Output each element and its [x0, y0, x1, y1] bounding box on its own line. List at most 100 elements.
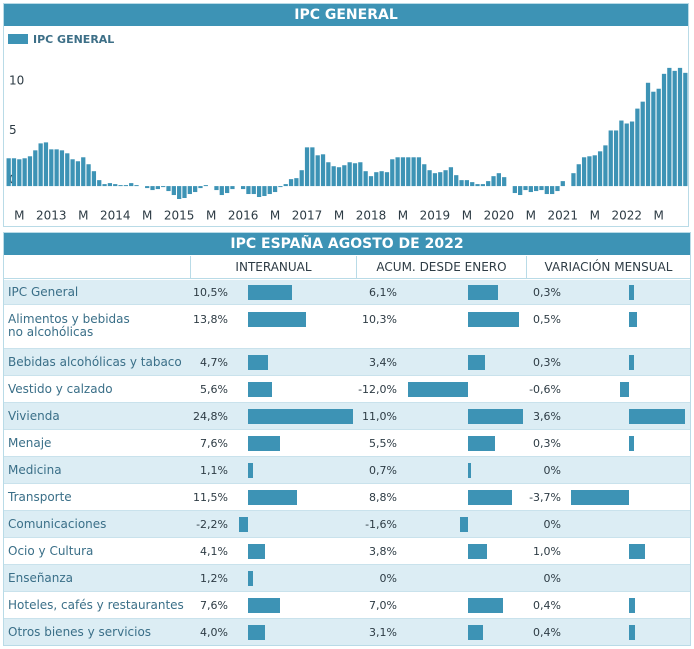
bar — [43, 142, 49, 187]
bar — [342, 165, 347, 187]
value-label: 5,5% — [369, 437, 397, 450]
value-label: 7,6% — [200, 437, 228, 450]
bar — [246, 186, 251, 195]
value-label: 0,3% — [533, 437, 561, 450]
row-label: Vestido y calzado — [8, 382, 113, 396]
value-label: 3,4% — [369, 356, 397, 369]
table-bar — [571, 490, 630, 505]
table-row: Vestido y calzado 5,6% -12,0% -0,6% — [4, 376, 690, 403]
x-tick-label: M — [78, 209, 88, 223]
bar — [358, 162, 363, 187]
bar — [145, 186, 150, 189]
bar — [597, 151, 603, 187]
bar — [470, 182, 475, 187]
bar — [299, 170, 304, 187]
value-label: 0% — [543, 464, 561, 477]
table-bar — [460, 517, 468, 532]
table-row: IPC General 10,5% 6,1% 0,3% — [4, 280, 690, 305]
table-bar — [629, 285, 634, 300]
bar — [219, 186, 224, 196]
row-label: Enseñanza — [8, 571, 74, 585]
bar — [27, 156, 33, 187]
bar — [49, 149, 54, 187]
bar — [432, 173, 438, 187]
bar — [422, 164, 427, 187]
value-label: 0% — [379, 572, 397, 585]
table-bar — [247, 285, 293, 300]
table-bar — [467, 436, 496, 451]
x-tick-label: M — [14, 209, 24, 223]
legend-label: IPC GENERAL — [33, 33, 114, 46]
value-label: 4,0% — [200, 626, 228, 639]
bar — [518, 186, 523, 196]
value-label: -2,2% — [196, 518, 228, 531]
bar — [390, 159, 395, 187]
table-bar — [467, 312, 520, 327]
bar — [113, 184, 118, 187]
value-label: 11,5% — [193, 491, 228, 504]
bar — [107, 183, 113, 187]
bar — [134, 185, 139, 187]
table-panel: IPC ESPAÑA AGOSTO DE 2022 INTERANUAL ACUM… — [3, 232, 691, 646]
value-label: 4,7% — [200, 356, 228, 369]
value-label: 0% — [543, 518, 561, 531]
table-bar — [629, 355, 634, 370]
bar — [379, 171, 384, 187]
bar — [240, 186, 246, 190]
value-label: 0,7% — [369, 464, 397, 477]
value-label: 8,8% — [369, 491, 397, 504]
bar — [480, 184, 485, 187]
bar — [304, 147, 310, 187]
bar — [448, 167, 454, 187]
bar — [331, 166, 336, 187]
table-row: Bebidas alcohólicas y tabaco 4,7% 3,4% 0,3% — [4, 349, 690, 376]
bar — [230, 186, 235, 190]
bar — [438, 172, 443, 187]
table-bar — [247, 544, 266, 559]
chart-panel: IPC GENERAL 0510IPC GENERALM2013M2014M20… — [3, 3, 689, 227]
row-label: Alimentos y bebidas no alcohólicas — [8, 312, 130, 339]
column-header: INTERANUAL — [191, 256, 357, 279]
table-bar — [467, 598, 503, 613]
bar — [17, 159, 22, 187]
bar — [475, 184, 480, 187]
x-tick-label: 2013 — [36, 209, 67, 223]
bar — [560, 181, 565, 187]
table-row: Comunicaciones -2,2% -1,6% 0% — [4, 511, 690, 538]
bar — [587, 156, 592, 187]
bar — [86, 164, 91, 187]
bar — [486, 181, 491, 187]
bar — [155, 186, 160, 190]
bar — [502, 177, 507, 187]
bar — [512, 186, 517, 194]
value-label: 7,6% — [200, 599, 228, 612]
bar — [352, 163, 358, 187]
value-label: -0,6% — [529, 383, 561, 396]
table-bar — [247, 598, 281, 613]
table-row: Transporte 11,5% 8,8% -3,7% — [4, 484, 690, 511]
bar — [150, 186, 155, 191]
table-bar — [467, 285, 499, 300]
value-label: 0% — [543, 572, 561, 585]
value-label: 0,4% — [533, 599, 561, 612]
table-row: Alimentos y bebidas no alcohólicas 13,8% 1… — [4, 305, 690, 349]
bar — [629, 121, 635, 187]
bar — [454, 175, 459, 187]
x-tick-label: 2019 — [420, 209, 451, 223]
bar — [256, 186, 262, 198]
bar — [177, 186, 182, 200]
table-bar — [467, 409, 523, 424]
row-label: Medicina — [8, 463, 62, 477]
value-label: 11,0% — [362, 410, 397, 423]
table-bar — [247, 490, 297, 505]
row-label: Comunicaciones — [8, 517, 107, 531]
bar — [70, 159, 75, 187]
x-tick-label: M — [590, 209, 600, 223]
bar — [166, 186, 171, 192]
bar — [182, 186, 187, 199]
bar — [395, 157, 400, 187]
bar — [677, 67, 683, 187]
table-bar — [467, 355, 485, 370]
table-bar — [467, 625, 484, 640]
